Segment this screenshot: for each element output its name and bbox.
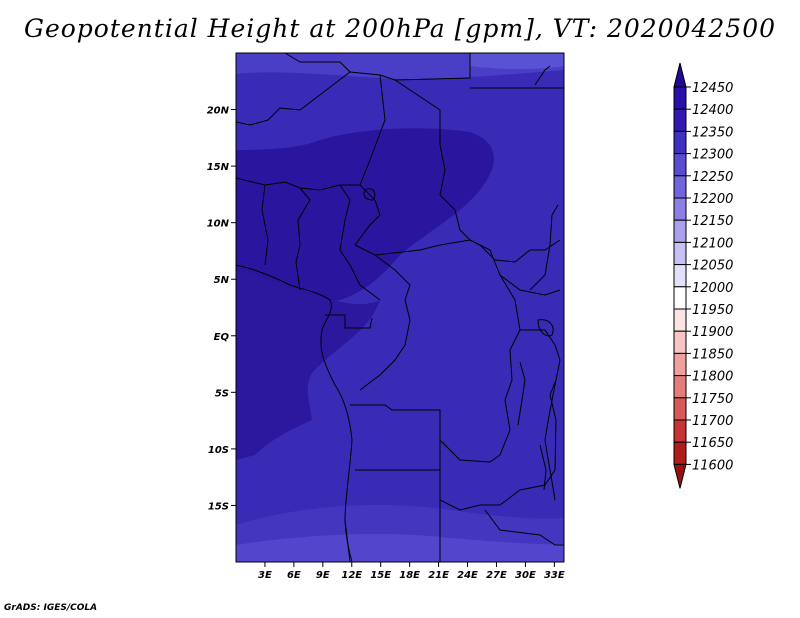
lon-tick-label: 27E	[486, 570, 507, 581]
colorbar-label: 12400	[692, 103, 733, 118]
colorbar-segment	[673, 219, 687, 243]
lon-tick-label: 30E	[515, 570, 536, 581]
colorbar-label: 11650	[692, 436, 733, 451]
field-band-south-12250	[236, 534, 564, 562]
colorbar-bottom-triangle	[673, 463, 687, 489]
colorbar-label: 11950	[692, 303, 733, 318]
colorbar-label: 12300	[692, 148, 733, 163]
lat-tick-label: 15S	[208, 501, 229, 512]
border-burkina	[261, 184, 269, 266]
colorbar-segment	[673, 108, 687, 132]
colorbar-top-triangle	[673, 62, 687, 88]
coast-west-africa	[236, 264, 353, 562]
colorbar-label: 12200	[692, 192, 733, 207]
colorbar-label: 12350	[692, 125, 733, 140]
colorbar-label: 12450	[692, 81, 733, 96]
coastline	[236, 65, 557, 562]
lon-tick-label: 9E	[316, 570, 330, 581]
colorbar-label: 12050	[692, 259, 733, 274]
colorbar-label: 11750	[692, 392, 733, 407]
lat-tick-label: 15N	[207, 162, 230, 173]
credit-label: GrADS: IGES/COLA	[4, 603, 98, 613]
colorbar-label: 11850	[692, 347, 733, 362]
border-cameroon	[354, 244, 411, 301]
colorbar-segment	[673, 241, 687, 266]
border-drc-east	[499, 274, 521, 456]
field-high-west-12400	[236, 270, 380, 460]
lat-tick-label: 20N	[207, 106, 230, 117]
lon-tick-label: 3E	[258, 570, 272, 581]
border-nigeria-east	[339, 184, 381, 301]
lon-tick-label: 6E	[287, 570, 301, 581]
colorbar-segment	[673, 330, 687, 354]
colorbar-segment	[673, 308, 687, 332]
lat-tick-label: 5N	[214, 275, 230, 286]
colorbar-label: 12150	[692, 214, 733, 229]
coast-sinai	[534, 65, 551, 86]
lon-tick-label: 21E	[428, 570, 449, 581]
colorbar-segment	[673, 153, 687, 177]
colorbar-segment	[673, 419, 687, 443]
lat-tick-label: 10S	[208, 445, 229, 456]
colorbar-label: 11800	[692, 370, 733, 385]
lake-malawi	[539, 444, 547, 491]
border-tanzania	[520, 329, 561, 421]
coast-east-africa	[544, 379, 557, 501]
height-field	[236, 53, 564, 562]
colorbar-segment	[673, 175, 687, 199]
colorbar-label: 12250	[692, 170, 733, 185]
colorbar-segment	[673, 375, 687, 399]
colorbar-label: 11600	[692, 458, 733, 473]
colorbar-segment	[673, 441, 687, 465]
colorbar-segment	[673, 130, 687, 155]
border-congo	[359, 299, 411, 391]
lon-tick-label: 15E	[370, 570, 391, 581]
colorbar-segment	[673, 397, 687, 421]
colorbar-label: 12000	[692, 281, 733, 296]
colorbar-segment	[673, 197, 687, 221]
border-car	[374, 239, 561, 296]
colorbar-segment	[673, 264, 687, 288]
border-niger-chad	[354, 74, 386, 246]
lake-chad	[363, 188, 376, 201]
lat-tick-label: EQ	[214, 332, 230, 343]
colorbar-segment	[673, 352, 687, 377]
field-high-central-12400	[236, 128, 494, 302]
colorbar-label: 11900	[692, 325, 733, 340]
lake-tanganyika	[517, 361, 526, 426]
lat-tick-label: 10N	[207, 219, 230, 230]
border-ethiopia	[529, 204, 559, 291]
lon-tick-label: 18E	[399, 570, 420, 581]
border-angola-south	[355, 469, 500, 511]
lon-tick-label: 12E	[341, 570, 362, 581]
colorbar-label: 11700	[692, 414, 733, 429]
lon-tick-label: 24E	[457, 570, 478, 581]
field-band-north-12250	[470, 53, 564, 69]
border-zimbabwe	[484, 509, 564, 546]
lake-victoria	[537, 319, 554, 337]
map-frame	[235, 52, 565, 563]
border-south-sudan	[479, 239, 561, 263]
lon-tick-label: 33E	[544, 570, 565, 581]
border-nw	[236, 53, 351, 126]
lat-tick-label: 5S	[215, 388, 229, 399]
colorbar-segment	[673, 86, 687, 110]
colorbar: 12450 12400 12350 12300 12250 12200 12150 12100…	[673, 62, 733, 489]
border-chad-sudan	[394, 79, 481, 246]
border-gabon	[325, 314, 373, 329]
colorbar-label: 12100	[692, 236, 733, 251]
map-title: Geopotential Height at 200hPa [gpm], VT:…	[23, 14, 777, 43]
map-axes: 20N 15N 10N 5N EQ 5S 10S 15S 3E 6E 9E 12E 15E 18E 21E 2…	[207, 106, 565, 581]
border-benin	[295, 187, 311, 291]
colorbar-segment	[673, 286, 687, 310]
